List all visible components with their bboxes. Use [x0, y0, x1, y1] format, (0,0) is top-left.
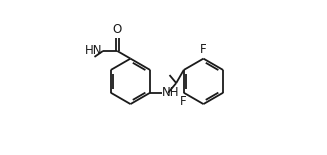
Text: F: F: [200, 43, 207, 56]
Text: F: F: [180, 95, 187, 108]
Text: O: O: [112, 23, 122, 36]
Text: NH: NH: [162, 86, 180, 99]
Text: HN: HN: [85, 44, 103, 57]
